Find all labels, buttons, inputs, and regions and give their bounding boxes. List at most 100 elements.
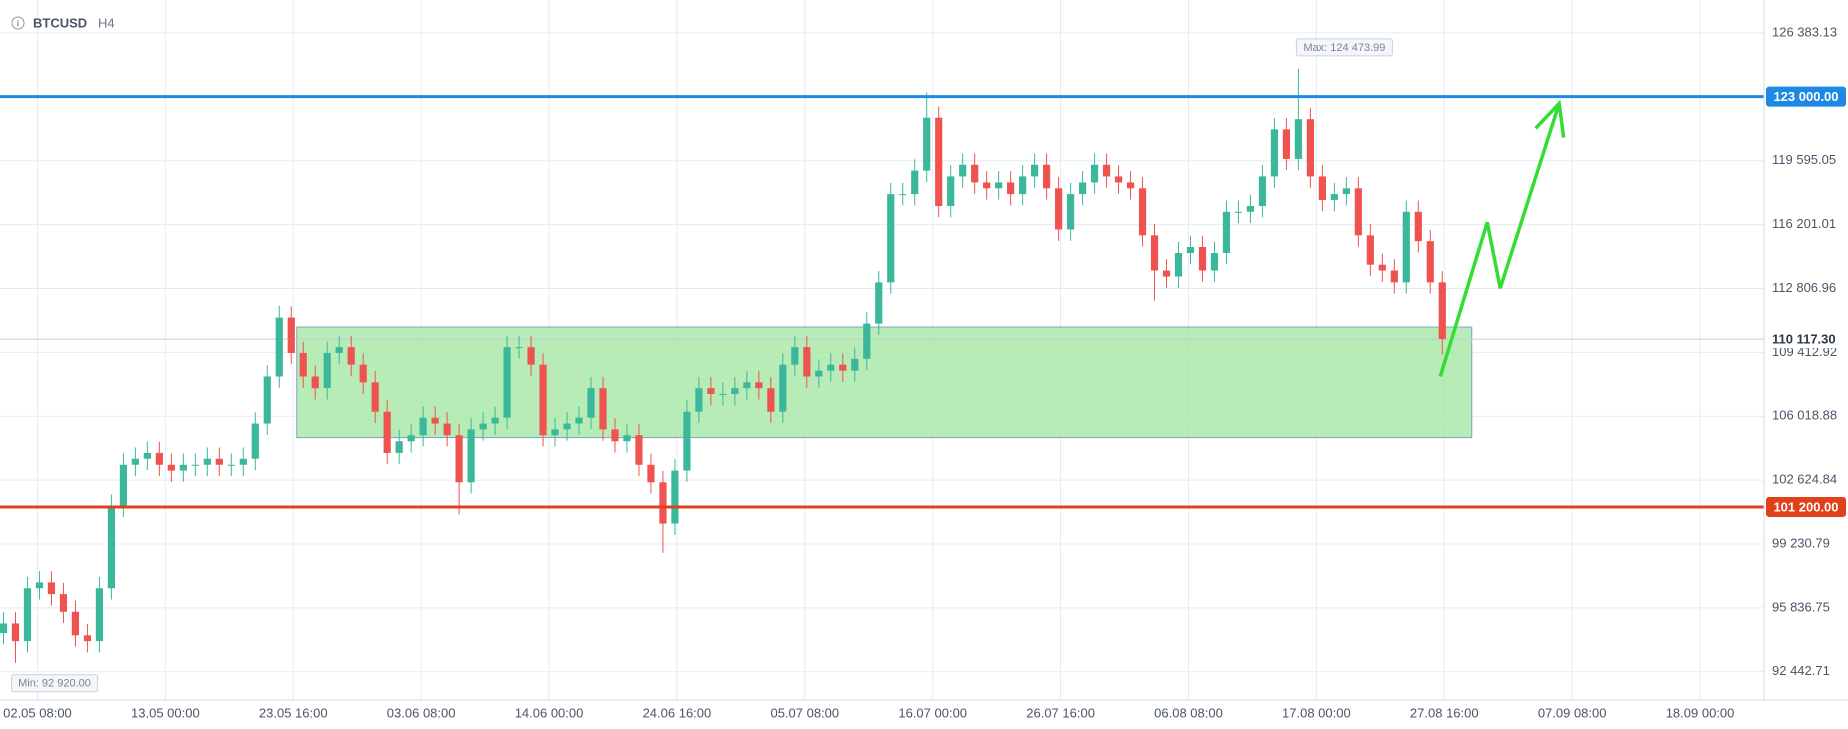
candle-body: [743, 382, 751, 389]
candle-body: [1114, 176, 1123, 183]
candle-body: [551, 429, 559, 436]
candle-body: [47, 582, 56, 595]
zone: [296, 326, 1473, 439]
candle-body: [1102, 164, 1111, 177]
min-label: Min: 92 920.00: [18, 678, 91, 690]
y-tick-label: 116 201.01: [1772, 216, 1836, 231]
candle-body: [923, 117, 931, 171]
y-tick-label: 112 806.96: [1772, 280, 1836, 295]
candle-body: [107, 505, 116, 589]
min-label-box: [10, 674, 98, 693]
candle-body: [275, 317, 283, 377]
candle-body: [707, 388, 715, 395]
candle-body: [851, 358, 859, 371]
candle-body: [815, 370, 823, 377]
y-tick-label: 119 595.05: [1772, 152, 1836, 167]
candle-body: [359, 364, 367, 383]
level-label-box: [1766, 86, 1846, 107]
x-tick-label: 27.08 16:00: [1410, 705, 1479, 720]
candle-body: [647, 464, 655, 483]
candle-body: [419, 417, 427, 436]
candle-body: [875, 282, 883, 324]
candle-body: [611, 429, 619, 442]
candle-body: [347, 347, 355, 365]
candle-body: [35, 582, 44, 589]
y-tick-label: 99 230.79: [1772, 535, 1830, 550]
candle-body: [1438, 282, 1446, 340]
candle-body: [239, 458, 247, 465]
candle-body: [1354, 188, 1362, 236]
candle-body: [1222, 211, 1231, 254]
candle-body: [491, 417, 499, 424]
x-tick-label: 24.06 16:00: [643, 705, 712, 720]
candle-body: [503, 347, 511, 418]
candle-body: [623, 435, 631, 442]
candle-body: [371, 382, 379, 412]
candle-body: [407, 435, 415, 442]
candle-body: [71, 611, 80, 636]
candle-body: [287, 317, 295, 353]
candle-body: [1426, 241, 1434, 283]
candle-body: [1090, 164, 1099, 183]
y-tick-label: 126 383.13: [1772, 24, 1837, 39]
candle-body: [23, 588, 32, 642]
candle-body: [335, 347, 343, 353]
arrow-head: [1534, 99, 1566, 138]
candle-body: [59, 594, 68, 612]
max-label: Max: 124 473.99: [1303, 42, 1385, 54]
candle-body: [671, 470, 679, 524]
y-tick-label: 102 624.84: [1772, 472, 1837, 487]
candle-body: [431, 417, 439, 424]
info-icon[interactable]: [11, 16, 25, 30]
candle-body: [947, 176, 955, 206]
x-tick-label: 07.09 08:00: [1538, 705, 1607, 720]
candle-body: [1366, 235, 1374, 265]
candle-body: [599, 388, 607, 430]
candle-body: [695, 388, 703, 412]
x-tick-label: 23.05 16:00: [259, 705, 328, 720]
x-tick-label: 16.07 00:00: [898, 705, 967, 720]
candle-body: [911, 170, 919, 195]
candle-body: [1390, 270, 1398, 283]
candle-body: [575, 417, 583, 424]
plot: Max: 124 473.99 Min: 92 920.00: [0, 38, 1764, 693]
x-tick-label: 26.07 16:00: [1026, 705, 1095, 720]
candle-body: [1126, 182, 1135, 189]
candle-body: [155, 452, 163, 465]
candle-body: [0, 623, 8, 634]
candle-body: [1186, 247, 1195, 254]
candle-body: [863, 323, 871, 359]
candle-body: [227, 464, 235, 466]
candle-body: [1342, 188, 1350, 195]
candle-body: [1306, 119, 1314, 177]
candle-body: [11, 623, 20, 642]
candle-body: [1210, 253, 1219, 271]
candle-body: [1282, 129, 1291, 159]
candle-body: [731, 388, 739, 395]
candle-body: [839, 364, 847, 371]
candle-body: [191, 464, 199, 466]
candle-body: [179, 464, 187, 471]
y-tick-label: 106 018.88: [1772, 408, 1837, 423]
level-label: 123 000.00: [1773, 89, 1838, 104]
candle-body: [299, 352, 307, 377]
candle-body: [323, 352, 331, 389]
candle-body: [935, 117, 943, 206]
y-tick-label: 92 442.71: [1772, 663, 1830, 678]
candle-body: [563, 423, 571, 430]
candle-body: [539, 364, 547, 436]
x-tick-label: 05.07 08:00: [770, 705, 839, 720]
candle-body: [263, 376, 271, 424]
candle-body: [683, 411, 691, 471]
candle-body: [1234, 211, 1243, 213]
candle-body: [755, 382, 763, 389]
candle-body: [119, 464, 127, 506]
candle-body: [1007, 182, 1015, 195]
x-tick-label: 13.05 00:00: [131, 705, 200, 720]
candle-body: [1078, 182, 1087, 195]
candle-body: [1330, 194, 1338, 200]
x-tick-label: 06.08 08:00: [1154, 705, 1223, 720]
x-tick-label: 17.08 00:00: [1282, 705, 1351, 720]
candle-body: [1318, 176, 1326, 200]
